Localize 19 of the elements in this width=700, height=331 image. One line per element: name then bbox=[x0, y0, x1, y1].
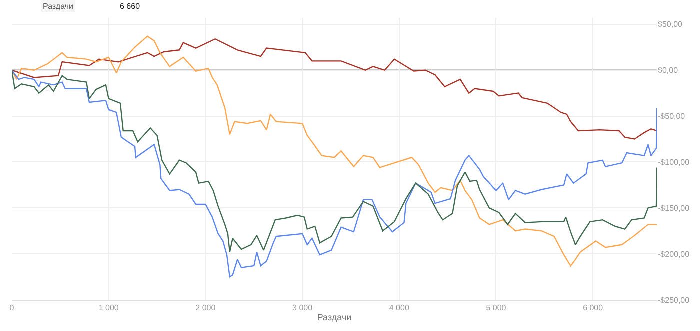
line-series bbox=[12, 38, 657, 140]
x-tick-label: 5 000 bbox=[486, 304, 507, 313]
x-tick-label: 2 000 bbox=[196, 304, 216, 313]
y-tick-label: -$200,00 bbox=[658, 250, 690, 259]
text: Раздачи bbox=[43, 2, 74, 11]
y-tick-label: $50,00 bbox=[658, 20, 684, 30]
line-series bbox=[12, 36, 657, 267]
x-tick-label: 0 bbox=[10, 304, 15, 313]
x-axis-title: Раздачи bbox=[317, 312, 352, 322]
x-tick-label: 1 000 bbox=[98, 304, 120, 313]
text: 6 660 bbox=[120, 2, 141, 11]
y-tick-label: -$50,00 bbox=[658, 112, 686, 122]
x-tick-label: 6 000 bbox=[583, 304, 604, 313]
x-tick-label: 4 000 bbox=[389, 304, 410, 313]
y-tick-label: $0,00 bbox=[658, 66, 679, 76]
y-tick-label: -$150,00 bbox=[658, 204, 690, 213]
y-tick-label: -$100,00 bbox=[658, 158, 690, 168]
x-tick-label: 3 000 bbox=[292, 304, 314, 313]
y-tick-label: -$250,00 bbox=[658, 296, 690, 305]
